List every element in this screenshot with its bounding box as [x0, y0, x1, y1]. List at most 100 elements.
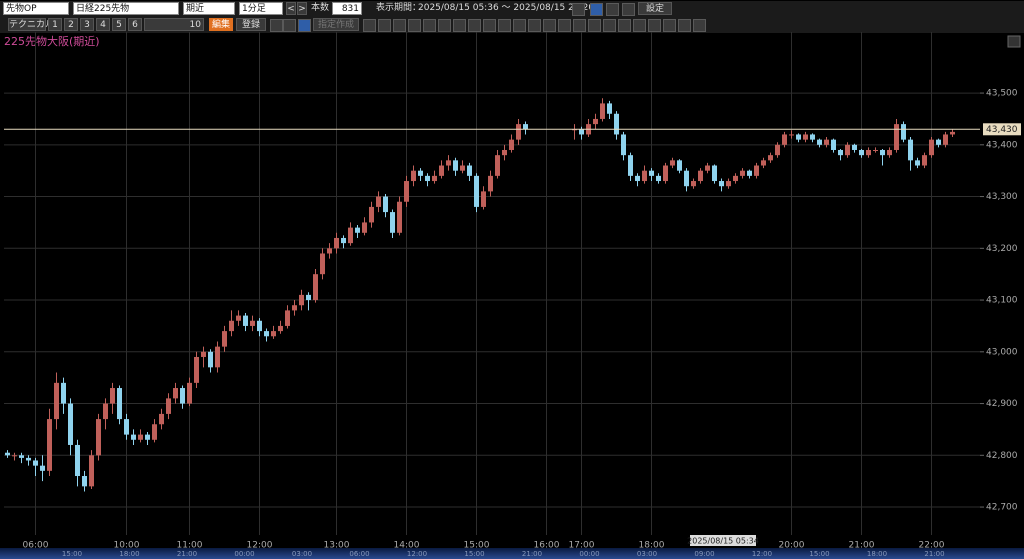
navigator-label: 21:00 — [924, 550, 944, 558]
candle-body — [411, 170, 416, 182]
slot-button[interactable]: 6 — [128, 18, 142, 31]
draw-tool-icon[interactable] — [483, 19, 496, 32]
candle-body — [173, 388, 178, 399]
draw-tool-icon[interactable] — [438, 19, 451, 32]
candle-body — [831, 139, 836, 150]
candle-body — [320, 253, 325, 275]
draw-tool-icon[interactable] — [663, 19, 676, 32]
draw-tool-icon[interactable] — [528, 19, 541, 32]
candle-body — [726, 181, 731, 187]
y-tick-label: 42,700 — [986, 503, 1018, 513]
crosshair-icon[interactable] — [298, 19, 311, 32]
candle-body — [348, 227, 353, 244]
candle-body — [306, 294, 311, 301]
candle-body — [775, 144, 780, 156]
draw-tool-icon[interactable] — [393, 19, 406, 32]
x-tick-label: 22:00 — [919, 541, 945, 551]
x-tick-label: 06:00 — [23, 541, 49, 551]
current-price-label: 43,430 — [986, 125, 1018, 135]
technical-button[interactable]: テクニカル — [8, 18, 55, 31]
collapse-button[interactable] — [1007, 35, 1021, 48]
draw-tool-icon[interactable] — [408, 19, 421, 32]
edit-button[interactable]: 編集 — [209, 18, 233, 31]
slot-button[interactable]: 10 — [144, 18, 204, 31]
candle-body — [747, 170, 752, 176]
candle-body — [635, 175, 640, 182]
undo-icon[interactable] — [572, 3, 585, 16]
draw-tool-icon[interactable] — [513, 19, 526, 32]
interval-select[interactable]: 1分足 — [239, 2, 283, 15]
draw-tool-icon[interactable] — [693, 19, 706, 32]
candle-body — [243, 315, 248, 326]
candle-body — [26, 457, 31, 461]
candle-body — [908, 139, 913, 161]
draw-tool-icon[interactable] — [498, 19, 511, 32]
candle-body — [138, 434, 143, 440]
draw-tool-icon[interactable] — [573, 19, 586, 32]
draw-tool-icon[interactable] — [378, 19, 391, 32]
candle-body — [131, 434, 136, 440]
slot-button[interactable]: 5 — [112, 18, 126, 31]
instrument-select[interactable]: 日経225先物 — [73, 2, 179, 15]
draw-tool-icon[interactable] — [618, 19, 631, 32]
navigator[interactable] — [0, 548, 1024, 559]
navigator-label: 12:00 — [752, 550, 772, 558]
draw-tool-icon[interactable] — [468, 19, 481, 32]
print-icon[interactable] — [606, 3, 619, 16]
candle-body — [292, 305, 297, 311]
draw-tool-icon[interactable] — [543, 19, 556, 32]
contract-select[interactable]: 期近 — [183, 2, 235, 15]
candle-body — [593, 118, 598, 125]
draw-tool-icon[interactable] — [363, 19, 376, 32]
candle-body — [334, 237, 339, 249]
candle-body — [446, 160, 451, 166]
settings-button[interactable]: 設定 — [638, 2, 672, 15]
draw-tool-icon[interactable] — [633, 19, 646, 32]
y-tick-label: 43,300 — [986, 192, 1018, 202]
prev-button[interactable]: < — [286, 2, 296, 15]
candle-body — [187, 382, 192, 404]
candle-body — [740, 170, 745, 176]
toolbar: 先物OP 日経225先物 期近 1分足 < > 本数 831 表示期間： 202… — [0, 1, 1024, 17]
slot-button[interactable]: 1 — [48, 18, 62, 31]
candle-body — [950, 131, 955, 135]
candle-body — [33, 460, 38, 466]
draw-tool-icon[interactable] — [588, 19, 601, 32]
draw-tool-icon[interactable] — [558, 19, 571, 32]
candle-body — [460, 165, 465, 171]
candle-body — [341, 237, 346, 244]
zoom-icon[interactable] — [270, 19, 283, 32]
candle-body — [824, 139, 829, 145]
candle-body — [719, 181, 724, 187]
candle-body — [887, 149, 892, 156]
next-button[interactable]: > — [297, 2, 307, 15]
candle-body — [488, 175, 493, 192]
draw-tool-icon[interactable] — [453, 19, 466, 32]
candle-body — [705, 165, 710, 171]
slot-button[interactable]: 4 — [96, 18, 110, 31]
slot-button[interactable]: 3 — [80, 18, 94, 31]
select-button[interactable]: 指定作成 — [313, 18, 359, 31]
candle-body — [145, 434, 150, 440]
candle-body — [362, 222, 367, 233]
candle-body — [467, 165, 472, 176]
count-input[interactable]: 831 — [332, 2, 362, 15]
candle-body — [859, 149, 864, 156]
toolbar2: テクニカル 1 2 3 4 5 6 10 編集 登録 指定作成 — [0, 17, 1024, 33]
candle-body — [698, 170, 703, 182]
draw-tool-icon[interactable] — [603, 19, 616, 32]
tool-icon[interactable] — [590, 3, 603, 16]
candle-body — [215, 346, 220, 368]
current-price-box — [983, 123, 1021, 136]
draw-tool-icon[interactable] — [648, 19, 661, 32]
x-tick-label: 11:00 — [177, 541, 203, 551]
register-button[interactable]: 登録 — [236, 18, 266, 31]
zoom-out-icon[interactable] — [283, 19, 296, 32]
draw-tool-icon[interactable] — [423, 19, 436, 32]
candle-body — [152, 424, 157, 440]
slot-button[interactable]: 2 — [64, 18, 78, 31]
navigator-label: 21:00 — [522, 550, 542, 558]
market-select[interactable]: 先物OP — [3, 2, 69, 15]
export-icon[interactable] — [622, 3, 635, 16]
draw-tool-icon[interactable] — [678, 19, 691, 32]
